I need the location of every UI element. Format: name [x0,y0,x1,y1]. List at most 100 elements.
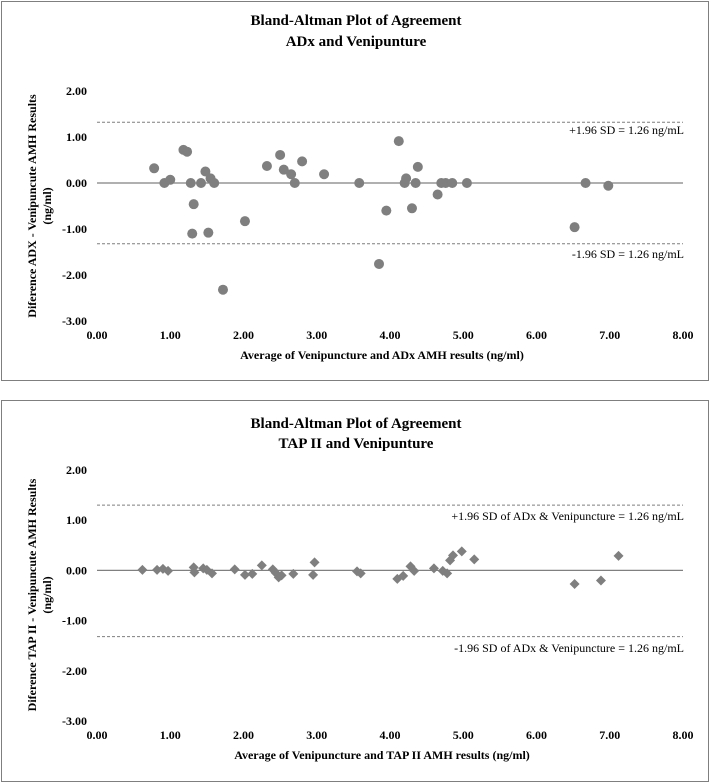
data-point [196,178,207,188]
data-point [406,203,417,214]
y-axis-label-line-1: Diference ADX - Venipuncute AMH Results [25,94,39,318]
x-tick-label: 3.00 [306,728,327,742]
data-point [229,564,240,575]
data-point [432,189,443,200]
chart-title-line-2: ADx and Venipunture [286,34,427,50]
chart-panel-adx: Bland-Altman Plot of Agreement ADx and Ve… [1,1,709,381]
upper-limit-label: +1.96 SD = 1.26 ng/mL [569,123,684,137]
x-tick-label: 4.00 [380,328,401,342]
y-axis-label-line-1: Diference TAP II - Venipuncute AMH Resul… [25,478,39,711]
y-tick-label: -2.00 [62,268,87,282]
chart-panel-tap: Bland-Altman Plot of Agreement TAP II and… [1,400,709,782]
data-point [289,178,300,188]
data-point [603,180,614,191]
data-point [405,561,416,572]
y-tick-label: 1.00 [66,130,87,144]
y-tick-label: 2.00 [66,84,87,98]
x-tick-label: 5.00 [453,328,474,342]
data-point [469,554,480,565]
data-point [137,564,148,575]
y-tick-label: 0.00 [66,563,87,577]
data-point [275,149,286,160]
data-point [428,563,439,574]
y-tick-label: 1.00 [66,513,87,527]
data-point [217,284,228,295]
data-point [200,166,211,177]
x-tick-label: 1.00 [160,728,181,742]
chart-title-line-2: TAP II and Venipunture [279,436,434,452]
x-axis-label: Average of Venipuncture and ADx AMH resu… [240,348,524,362]
data-point [185,178,196,188]
chart-title-line-1: Bland-Altman Plot of Agreement [251,13,462,29]
data-point [445,555,456,566]
x-tick-label: 6.00 [526,328,547,342]
y-tick-label: -1.00 [62,614,87,628]
data-point [308,569,319,580]
chart-title-line-1: Bland-Altman Plot of Agreement [251,416,462,432]
x-tick-label: 7.00 [599,328,620,342]
x-tick-label: 5.00 [453,728,474,742]
chart-svg-tap: Bland-Altman Plot of Agreement TAP II and… [25,416,694,762]
data-point [381,205,392,216]
lower-limit-label: -1.96 SD of ADx & Venipuncture = 1.26 ng… [454,641,684,655]
x-tick-label: 1.00 [160,328,181,342]
x-tick-label: 2.00 [233,728,254,742]
data-point [412,161,423,172]
data-point [569,578,580,589]
data-point [201,564,212,575]
y-tick-label: 0.00 [66,176,87,190]
upper-limit-label: +1.96 SD of ADx & Venipuncture = 1.26 ng… [451,509,684,523]
data-point [410,178,421,188]
y-tick-label: -3.00 [62,314,87,328]
x-tick-label: 6.00 [526,728,547,742]
data-point [286,169,297,180]
x-tick-label: 8.00 [673,328,694,342]
data-point [189,567,200,578]
data-point [163,565,174,576]
x-tick-label: 0.00 [87,328,108,342]
data-point [188,199,199,210]
data-point [401,173,412,184]
data-point [442,568,453,579]
y-tick-label: -2.00 [62,664,87,678]
x-tick-label: 8.00 [673,728,694,742]
data-point [461,178,472,188]
data-point [276,570,287,581]
data-point [580,178,591,188]
y-axis-label-line-2: (ng/ml) [40,187,54,224]
data-point [239,569,250,580]
data-point [239,216,250,227]
data-point [355,568,366,579]
data-point [247,568,258,579]
data-point [288,568,299,579]
chart-svg-adx: Bland-Altman Plot of Agreement ADx and Ve… [25,13,694,362]
y-tick-label: -1.00 [62,222,87,236]
data-point [207,568,218,579]
data-point [374,258,385,269]
data-point [393,136,404,147]
data-point [447,178,458,188]
data-point [261,160,272,171]
x-tick-label: 0.00 [87,728,108,742]
data-point [319,169,330,180]
data-point [595,575,606,586]
y-tick-label: -3.00 [62,714,87,728]
data-point [278,164,289,175]
data-point [203,227,214,238]
data-point [209,178,220,188]
data-point [409,565,420,576]
data-point [182,146,193,157]
data-point [456,546,467,557]
data-point [165,174,176,185]
data-point [398,570,409,581]
data-point [187,228,198,239]
x-tick-label: 2.00 [233,328,254,342]
data-point [569,222,580,233]
data-point [270,567,281,578]
data-point [447,550,458,561]
lower-limit-label: -1.96 SD = 1.26 ng/mL [572,247,684,261]
data-point [613,550,624,561]
data-point [309,557,320,568]
y-axis-label-line-2: (ng/ml) [40,576,54,613]
data-point [354,178,365,188]
